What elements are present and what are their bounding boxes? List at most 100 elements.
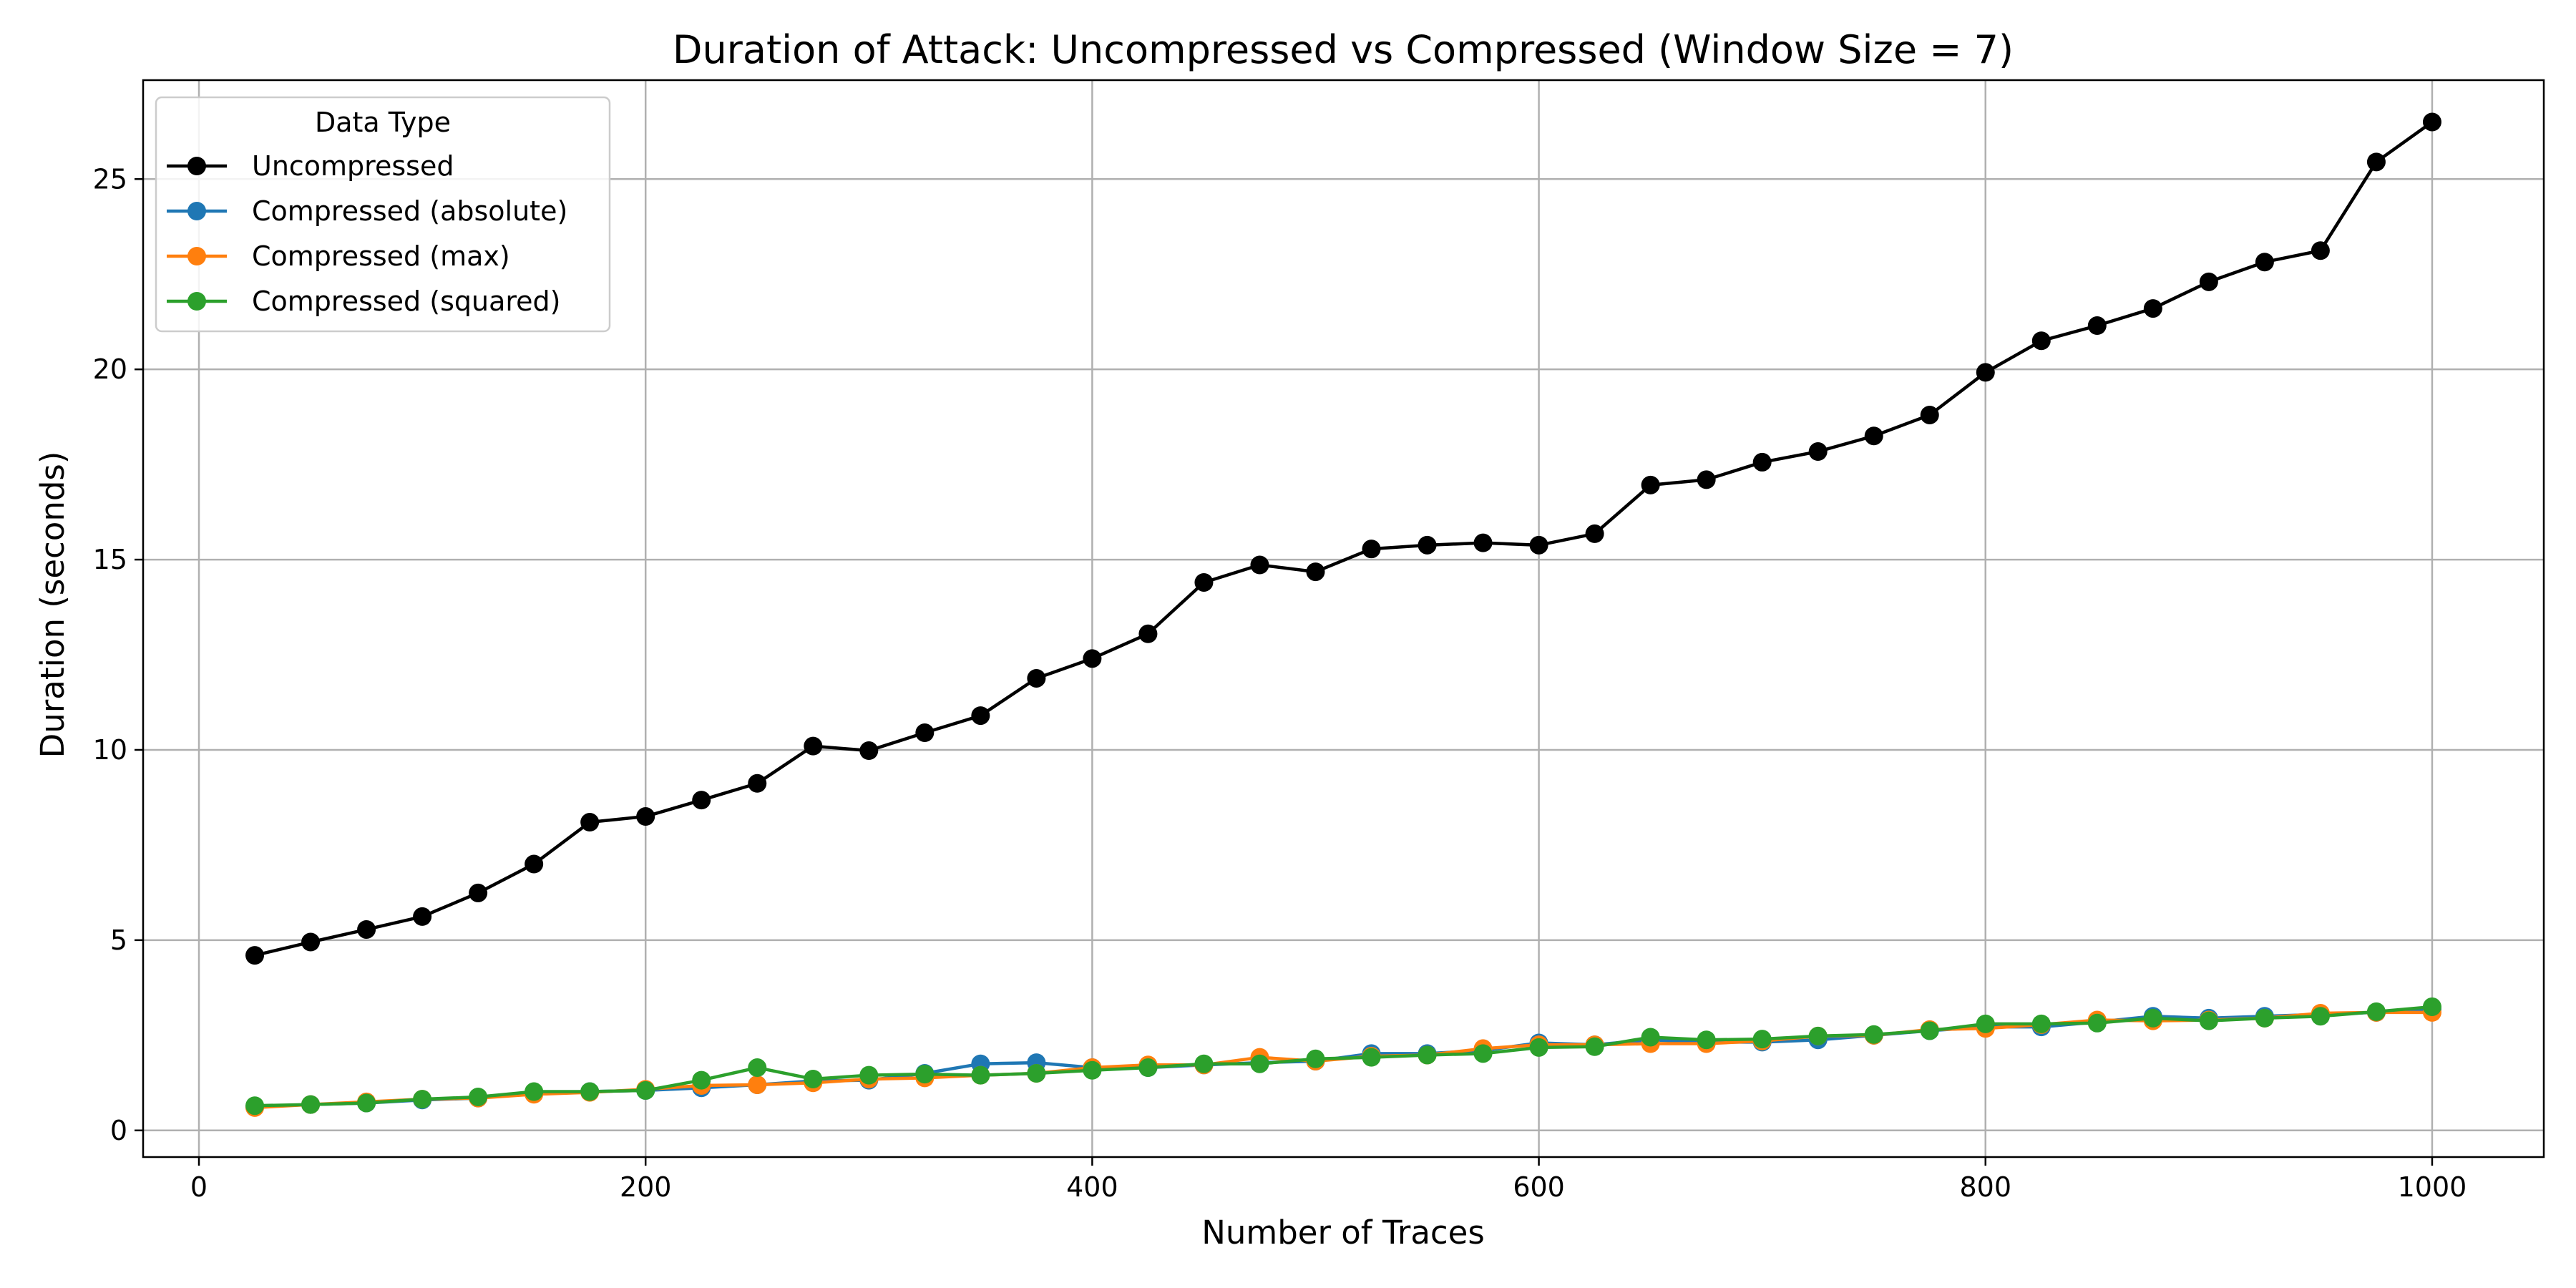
data-point-uncompressed bbox=[469, 883, 488, 902]
legend-marker bbox=[187, 292, 206, 311]
data-point-compressed-squared bbox=[580, 1082, 600, 1101]
y-tick-label: 0 bbox=[110, 1115, 127, 1146]
data-point-uncompressed bbox=[1027, 668, 1046, 688]
series-uncompressed bbox=[245, 112, 2441, 965]
x-tick-label: 600 bbox=[1513, 1171, 1565, 1203]
data-point-uncompressed bbox=[1976, 363, 1995, 382]
legend-label: Compressed (squared) bbox=[252, 286, 561, 317]
data-point-uncompressed bbox=[915, 723, 935, 743]
legend-entry-compressed-absolute: Compressed (absolute) bbox=[167, 195, 567, 227]
legend-label: Compressed (max) bbox=[252, 240, 510, 272]
data-point-compressed-squared bbox=[1920, 1021, 1939, 1040]
series-layer bbox=[245, 112, 2441, 1117]
data-point-compressed-squared bbox=[859, 1065, 879, 1085]
series-compressed-squared bbox=[245, 997, 2441, 1116]
data-point-uncompressed bbox=[1752, 452, 1772, 472]
chart-title: Duration of Attack: Uncompressed vs Comp… bbox=[673, 27, 2014, 72]
data-point-compressed-squared bbox=[1641, 1028, 1660, 1047]
legend-entry-uncompressed: Uncompressed bbox=[167, 150, 454, 182]
data-point-compressed-squared bbox=[748, 1058, 767, 1078]
data-point-compressed-squared bbox=[1138, 1058, 1158, 1078]
data-point-compressed-squared bbox=[2255, 1008, 2274, 1028]
series-line-uncompressed bbox=[254, 120, 2434, 957]
data-point-compressed-squared bbox=[1697, 1030, 1716, 1050]
data-point-compressed-squared bbox=[1362, 1048, 1381, 1067]
y-tick-label: 15 bbox=[93, 544, 127, 575]
data-point-uncompressed bbox=[1529, 535, 1548, 555]
data-point-compressed-squared bbox=[525, 1082, 544, 1101]
legend-entry-compressed-squared: Compressed (squared) bbox=[167, 286, 561, 317]
data-point-uncompressed bbox=[692, 791, 711, 810]
data-point-uncompressed bbox=[971, 706, 990, 726]
data-point-compressed-squared bbox=[1418, 1045, 1437, 1065]
data-point-compressed-squared bbox=[1194, 1054, 1214, 1073]
data-point-uncompressed bbox=[1585, 524, 1604, 543]
legend-marker bbox=[187, 157, 206, 175]
data-point-uncompressed bbox=[357, 919, 376, 939]
x-tick-label: 400 bbox=[1066, 1171, 1118, 1203]
data-point-compressed-squared bbox=[1864, 1025, 1883, 1044]
legend-box bbox=[155, 96, 611, 333]
data-point-compressed-squared bbox=[915, 1065, 935, 1084]
x-axis: 0 200 400 600 800 1000 bbox=[190, 1157, 2467, 1203]
x-tick-label: 0 bbox=[190, 1171, 208, 1203]
data-point-uncompressed bbox=[2366, 152, 2386, 172]
data-point-compressed-squared bbox=[1083, 1060, 1102, 1080]
data-point-compressed-squared bbox=[2087, 1013, 2107, 1033]
legend-marker bbox=[187, 247, 206, 265]
data-point-compressed-squared bbox=[2199, 1011, 2218, 1030]
data-point-uncompressed bbox=[580, 813, 600, 832]
data-point-uncompressed bbox=[245, 946, 265, 965]
data-point-uncompressed bbox=[1083, 649, 1102, 668]
data-point-uncompressed bbox=[2422, 112, 2441, 132]
data-point-compressed-squared bbox=[357, 1093, 376, 1113]
legend-label: Uncompressed bbox=[252, 150, 454, 182]
data-point-uncompressed bbox=[2087, 316, 2107, 336]
x-tick-label: 200 bbox=[620, 1171, 672, 1203]
data-point-compressed-squared bbox=[2311, 1007, 2330, 1026]
data-point-compressed-squared bbox=[2366, 1002, 2386, 1021]
legend-label: Compressed (absolute) bbox=[252, 195, 567, 227]
data-point-uncompressed bbox=[1138, 624, 1158, 643]
legend: Data Type Uncompressed Compressed (absolu… bbox=[155, 96, 611, 333]
data-point-uncompressed bbox=[2031, 331, 2051, 351]
data-point-uncompressed bbox=[1920, 405, 1939, 424]
legend-marker bbox=[187, 202, 206, 220]
x-axis-label: Number of Traces bbox=[1201, 1214, 1485, 1252]
data-point-compressed-squared bbox=[469, 1087, 488, 1106]
data-point-uncompressed bbox=[1808, 442, 1828, 462]
data-point-compressed-squared bbox=[1585, 1037, 1604, 1056]
data-point-uncompressed bbox=[2311, 241, 2330, 260]
data-point-uncompressed bbox=[2255, 253, 2274, 272]
data-point-compressed-squared bbox=[971, 1065, 990, 1085]
data-point-compressed-squared bbox=[413, 1090, 432, 1109]
data-point-uncompressed bbox=[525, 854, 544, 874]
x-tick-label: 1000 bbox=[2398, 1171, 2467, 1203]
data-point-uncompressed bbox=[1864, 426, 1883, 446]
data-point-uncompressed bbox=[1641, 475, 1660, 494]
legend-title: Data Type bbox=[315, 107, 451, 138]
data-point-compressed-squared bbox=[692, 1070, 711, 1090]
data-point-compressed-max bbox=[748, 1075, 767, 1094]
data-point-compressed-squared bbox=[1306, 1049, 1325, 1068]
plot-area bbox=[142, 79, 2545, 1158]
data-point-compressed-squared bbox=[2031, 1014, 2051, 1033]
data-point-compressed-squared bbox=[245, 1096, 265, 1116]
data-point-compressed-squared bbox=[1808, 1026, 1828, 1045]
data-point-compressed-squared bbox=[1473, 1044, 1493, 1063]
data-point-uncompressed bbox=[859, 741, 879, 761]
y-axis-label: Duration (seconds) bbox=[34, 452, 72, 758]
y-tick-label: 25 bbox=[93, 163, 127, 195]
data-point-uncompressed bbox=[748, 774, 767, 793]
data-point-compressed-squared bbox=[1976, 1014, 1995, 1033]
data-point-uncompressed bbox=[1194, 572, 1214, 592]
data-point-uncompressed bbox=[1250, 555, 1269, 575]
data-point-uncompressed bbox=[413, 907, 432, 926]
series-line-compressed-squared bbox=[255, 1005, 2433, 1108]
data-point-uncompressed bbox=[1473, 533, 1493, 552]
data-point-compressed-squared bbox=[301, 1095, 321, 1114]
data-point-uncompressed bbox=[1362, 540, 1381, 559]
data-point-compressed-squared bbox=[804, 1069, 823, 1088]
legend-entries: Uncompressed Compressed (absolute) Compres… bbox=[167, 150, 567, 317]
